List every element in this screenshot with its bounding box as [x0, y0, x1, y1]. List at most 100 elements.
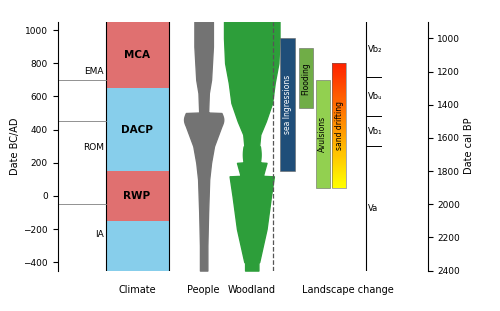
Text: Flooding: Flooding [302, 62, 310, 95]
Bar [332, 164, 346, 165]
Bar [332, 144, 346, 145]
Bar [332, 167, 346, 168]
Text: DACP: DACP [121, 125, 153, 135]
Bar [106, 171, 168, 221]
Bar [332, 88, 346, 89]
Text: Va: Va [368, 204, 378, 213]
Bar [332, 90, 346, 91]
Bar [332, 137, 346, 138]
Text: ROM: ROM [83, 143, 104, 152]
Bar [332, 114, 346, 115]
Bar [332, 111, 346, 112]
Text: Woodland: Woodland [228, 285, 276, 295]
Bar [332, 187, 346, 188]
Bar [332, 151, 346, 152]
Bar [332, 77, 346, 78]
Bar [332, 83, 346, 84]
Y-axis label: Date cal BP: Date cal BP [464, 118, 474, 174]
Bar [332, 165, 346, 166]
Bar [332, 184, 346, 186]
Text: EMA: EMA [84, 67, 104, 76]
Bar [332, 109, 346, 110]
Text: Climate: Climate [118, 285, 156, 295]
Bar [332, 173, 346, 174]
Bar [332, 150, 346, 151]
Bar [106, 88, 168, 171]
Bar [332, 171, 346, 172]
Bar [332, 94, 346, 95]
Bar [332, 132, 346, 133]
Bar [332, 160, 346, 161]
Bar [332, 183, 346, 184]
Text: Vb₂: Vb₂ [368, 45, 382, 53]
Bar [332, 145, 346, 146]
Bar [332, 78, 346, 79]
Bar [332, 104, 346, 105]
Text: RWP: RWP [124, 191, 150, 201]
Bar [332, 119, 346, 120]
Bar [332, 178, 346, 179]
Bar [332, 96, 346, 97]
Bar [332, 81, 346, 82]
Bar [332, 133, 346, 134]
Bar [332, 107, 346, 108]
Bar [332, 127, 346, 128]
Bar [332, 69, 346, 71]
Bar [106, 221, 168, 271]
Bar [332, 152, 346, 153]
Bar [332, 93, 346, 94]
Bar [332, 170, 346, 171]
Bar [332, 80, 346, 81]
Bar [332, 155, 346, 156]
Bar [332, 174, 346, 175]
Bar [332, 118, 346, 119]
Bar [332, 175, 346, 176]
Bar [332, 136, 346, 137]
Bar [332, 139, 346, 140]
Bar [332, 177, 346, 178]
Bar [332, 179, 346, 180]
Bar [332, 100, 346, 102]
Bar [332, 115, 346, 116]
Bar [316, 80, 330, 188]
Bar [332, 163, 346, 164]
Y-axis label: Date BC/AD: Date BC/AD [10, 118, 20, 175]
Text: MCA: MCA [124, 50, 150, 60]
Bar [332, 153, 346, 155]
Text: People: People [188, 285, 220, 295]
Text: Vb₁: Vb₁ [368, 127, 383, 136]
Bar [332, 158, 346, 159]
Bar [332, 105, 346, 106]
Bar [332, 79, 346, 80]
Bar [332, 140, 346, 141]
Bar [332, 63, 346, 64]
Bar [332, 147, 346, 148]
Bar [332, 64, 346, 65]
Bar [332, 108, 346, 109]
Bar [332, 116, 346, 117]
Bar [332, 71, 346, 72]
Text: sand drifting: sand drifting [335, 101, 344, 150]
Bar [332, 65, 346, 66]
Bar [332, 113, 346, 114]
Bar [106, 22, 168, 88]
Bar [332, 172, 346, 173]
Text: Avulsions: Avulsions [318, 116, 328, 152]
Bar [332, 91, 346, 92]
Bar [332, 138, 346, 139]
Bar [332, 89, 346, 90]
Text: Vbᵤ: Vbᵤ [368, 92, 383, 101]
Text: Landscape change: Landscape change [302, 285, 394, 295]
Bar [332, 85, 346, 86]
Bar [299, 48, 313, 108]
Bar [332, 67, 346, 68]
Bar [332, 161, 346, 162]
Bar [332, 159, 346, 160]
Bar [332, 124, 346, 125]
Bar [332, 141, 346, 142]
Bar [332, 84, 346, 85]
Bar [332, 121, 346, 122]
Bar [280, 38, 295, 171]
Bar [332, 75, 346, 76]
Bar [332, 106, 346, 107]
